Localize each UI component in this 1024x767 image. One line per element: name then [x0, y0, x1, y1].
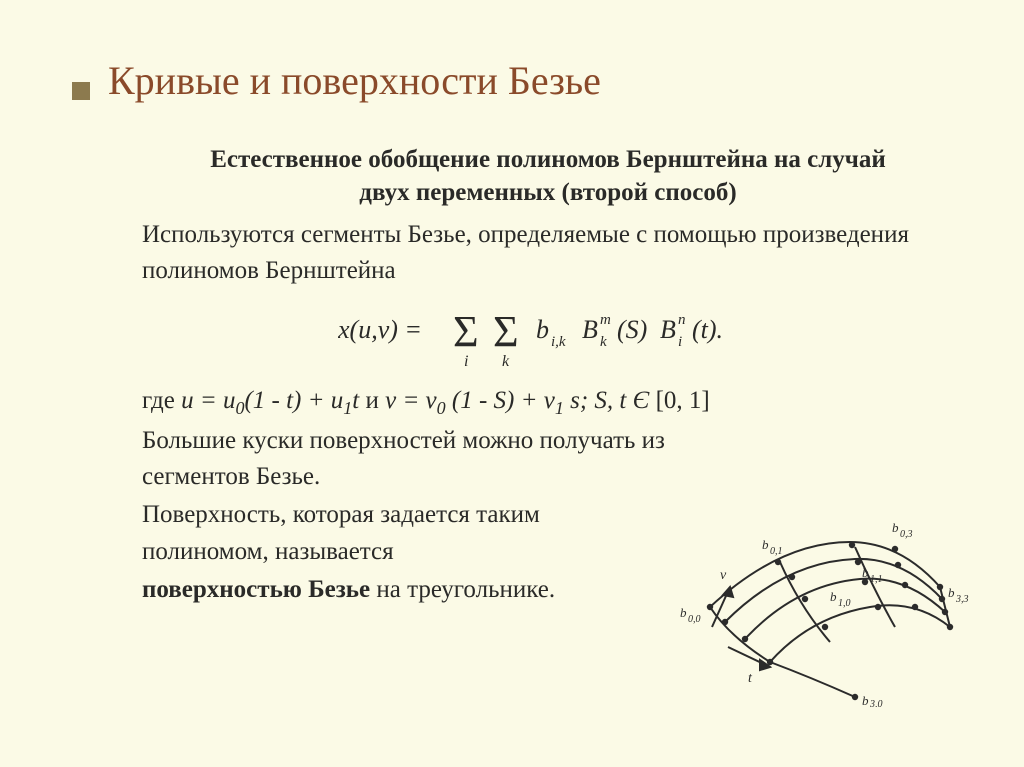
svg-text:1,1: 1,1	[870, 574, 883, 585]
svg-text:3,3: 3,3	[955, 594, 969, 605]
formula-b-sub: i,k	[551, 334, 566, 350]
svg-text:b: b	[948, 585, 955, 600]
svg-text:1,0: 1,0	[838, 598, 851, 609]
svg-text:(t).: (t).	[692, 315, 723, 344]
slide: Кривые и поверхности Безье Естественное …	[0, 0, 1024, 767]
formula-lhs: x(u,v) =	[338, 315, 422, 344]
svg-text:b: b	[892, 520, 899, 535]
paragraph-3: Большие куски поверхностей можно получат…	[142, 423, 762, 496]
paragraph-1: Используются сегменты Безье, определяемы…	[142, 217, 954, 290]
label-b00: b0,0	[680, 605, 701, 625]
svg-text:Σ: Σ	[493, 307, 519, 356]
svg-text:3,0: 3,0	[869, 699, 883, 707]
svg-text:i: i	[464, 353, 468, 370]
label-b33: b3,3	[948, 585, 969, 605]
paragraph-where: где u = u0(1 - t) + u1t и v = v0 (1 - S)…	[142, 383, 954, 421]
sigma-1: Σ i	[453, 307, 479, 370]
title-block: Кривые и поверхности Безье	[108, 58, 954, 104]
subtitle: Естественное обобщение полиномов Бернште…	[198, 144, 898, 209]
svg-text:b: b	[830, 589, 837, 604]
svg-text:b: b	[680, 605, 687, 620]
formula-b: b	[536, 315, 549, 344]
svg-text:b: b	[762, 537, 769, 552]
sigma-2: Σ k	[493, 307, 519, 370]
svg-text:0,1: 0,1	[770, 546, 783, 557]
grid-edge	[770, 662, 855, 697]
grid-row	[770, 605, 950, 662]
svg-text:b: b	[862, 693, 869, 707]
svg-text:k: k	[600, 334, 607, 350]
formula: x(u,v) = Σ i Σ k b i,k B k	[142, 296, 954, 381]
formula-B1: B	[582, 315, 598, 344]
label-b30: b3,0	[862, 693, 883, 707]
page-title: Кривые и поверхности Безье	[108, 58, 954, 104]
axis-t-label: t	[748, 671, 753, 686]
svg-text:Σ: Σ	[453, 307, 479, 356]
bezier-surface-diagram: v t b0,0 b0,1 b0,3 b3,3 b1,1 b1,0 b3,0	[670, 507, 970, 707]
svg-text:b: b	[862, 565, 869, 580]
paragraph-4: Поверхность, которая задается таким поли…	[142, 497, 662, 570]
svg-text:k: k	[502, 353, 510, 370]
grid-row	[710, 542, 940, 607]
label-b01: b0,1	[762, 537, 783, 557]
title-accent-square	[72, 82, 90, 100]
svg-text:m: m	[600, 312, 611, 328]
svg-text:0,0: 0,0	[688, 614, 701, 625]
label-b10: b1,0	[830, 589, 851, 609]
axis-v-label: v	[720, 568, 727, 583]
svg-text:(S): (S)	[617, 315, 647, 344]
svg-text:i: i	[678, 334, 682, 350]
svg-text:0,3: 0,3	[900, 529, 913, 540]
grid-col	[855, 547, 895, 627]
svg-text:n: n	[678, 312, 686, 328]
formula-B2: B	[660, 315, 676, 344]
label-b03: b0,3	[892, 520, 913, 540]
